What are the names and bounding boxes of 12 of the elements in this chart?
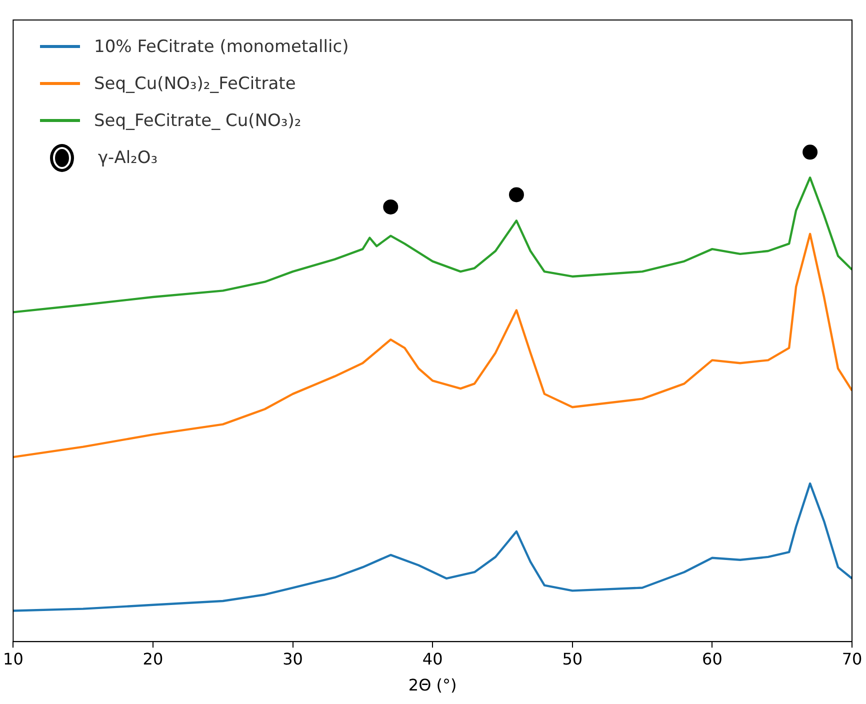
x-tick-label: 70 <box>842 649 862 668</box>
legend-label: Seq_FeCitrate_ Cu(NO₃)₂ <box>94 110 302 130</box>
x-tick-label: 40 <box>422 649 443 668</box>
x-tick-label: 60 <box>702 649 722 668</box>
legend-label: γ-Al₂O₃ <box>98 148 158 168</box>
legend-label: Seq_Cu(NO₃)₂_FeCitrate <box>94 74 296 94</box>
x-tick-label: 50 <box>562 649 583 668</box>
x-tick-label: 30 <box>282 649 303 668</box>
x-tick-label: 20 <box>142 649 164 668</box>
x-axis-title: 2Θ (°) <box>408 676 457 695</box>
x-tick-label: 10 <box>3 649 24 668</box>
legend-label: 10% FeCitrate (monometallic) <box>94 36 349 56</box>
